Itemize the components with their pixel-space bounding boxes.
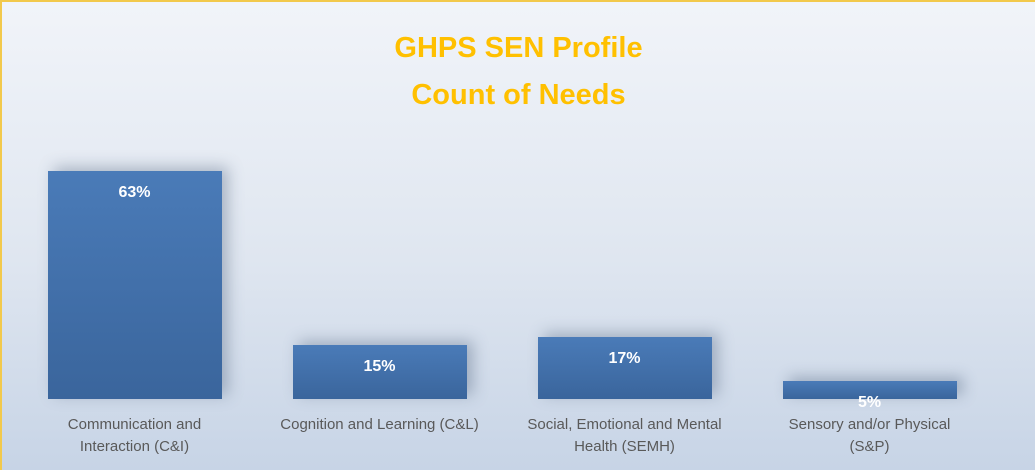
x-tick-label: Communication and Interaction (C&I) bbox=[67, 416, 202, 455]
data-label: 63% bbox=[118, 183, 151, 201]
data-label: 15% bbox=[363, 357, 396, 375]
bar bbox=[47, 170, 222, 399]
x-tick-label: Cognition and Learning (C&L) bbox=[280, 416, 479, 433]
x-tick-label: Social, Emotional and Mental Health (SEM… bbox=[527, 416, 722, 455]
data-label: 17% bbox=[608, 350, 641, 368]
data-label: 5% bbox=[857, 393, 882, 411]
bar bbox=[537, 337, 712, 399]
chart-title: GHPS SEN Profile bbox=[394, 32, 643, 64]
x-tick-label: Sensory and/or Physical (S&P) bbox=[788, 416, 951, 455]
chart-title: Count of Needs bbox=[411, 79, 626, 111]
bar bbox=[292, 344, 467, 399]
bar bbox=[782, 380, 957, 399]
